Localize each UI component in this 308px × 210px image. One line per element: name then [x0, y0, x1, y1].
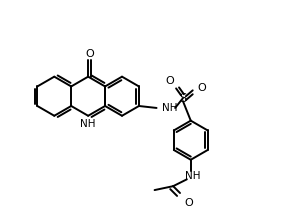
Text: O: O: [165, 76, 174, 86]
Text: S: S: [179, 92, 187, 105]
Text: O: O: [197, 83, 206, 93]
Text: O: O: [184, 198, 193, 208]
Text: NH: NH: [162, 103, 178, 113]
Text: O: O: [85, 49, 94, 59]
Text: NH: NH: [80, 119, 96, 129]
Text: NH: NH: [185, 171, 201, 181]
